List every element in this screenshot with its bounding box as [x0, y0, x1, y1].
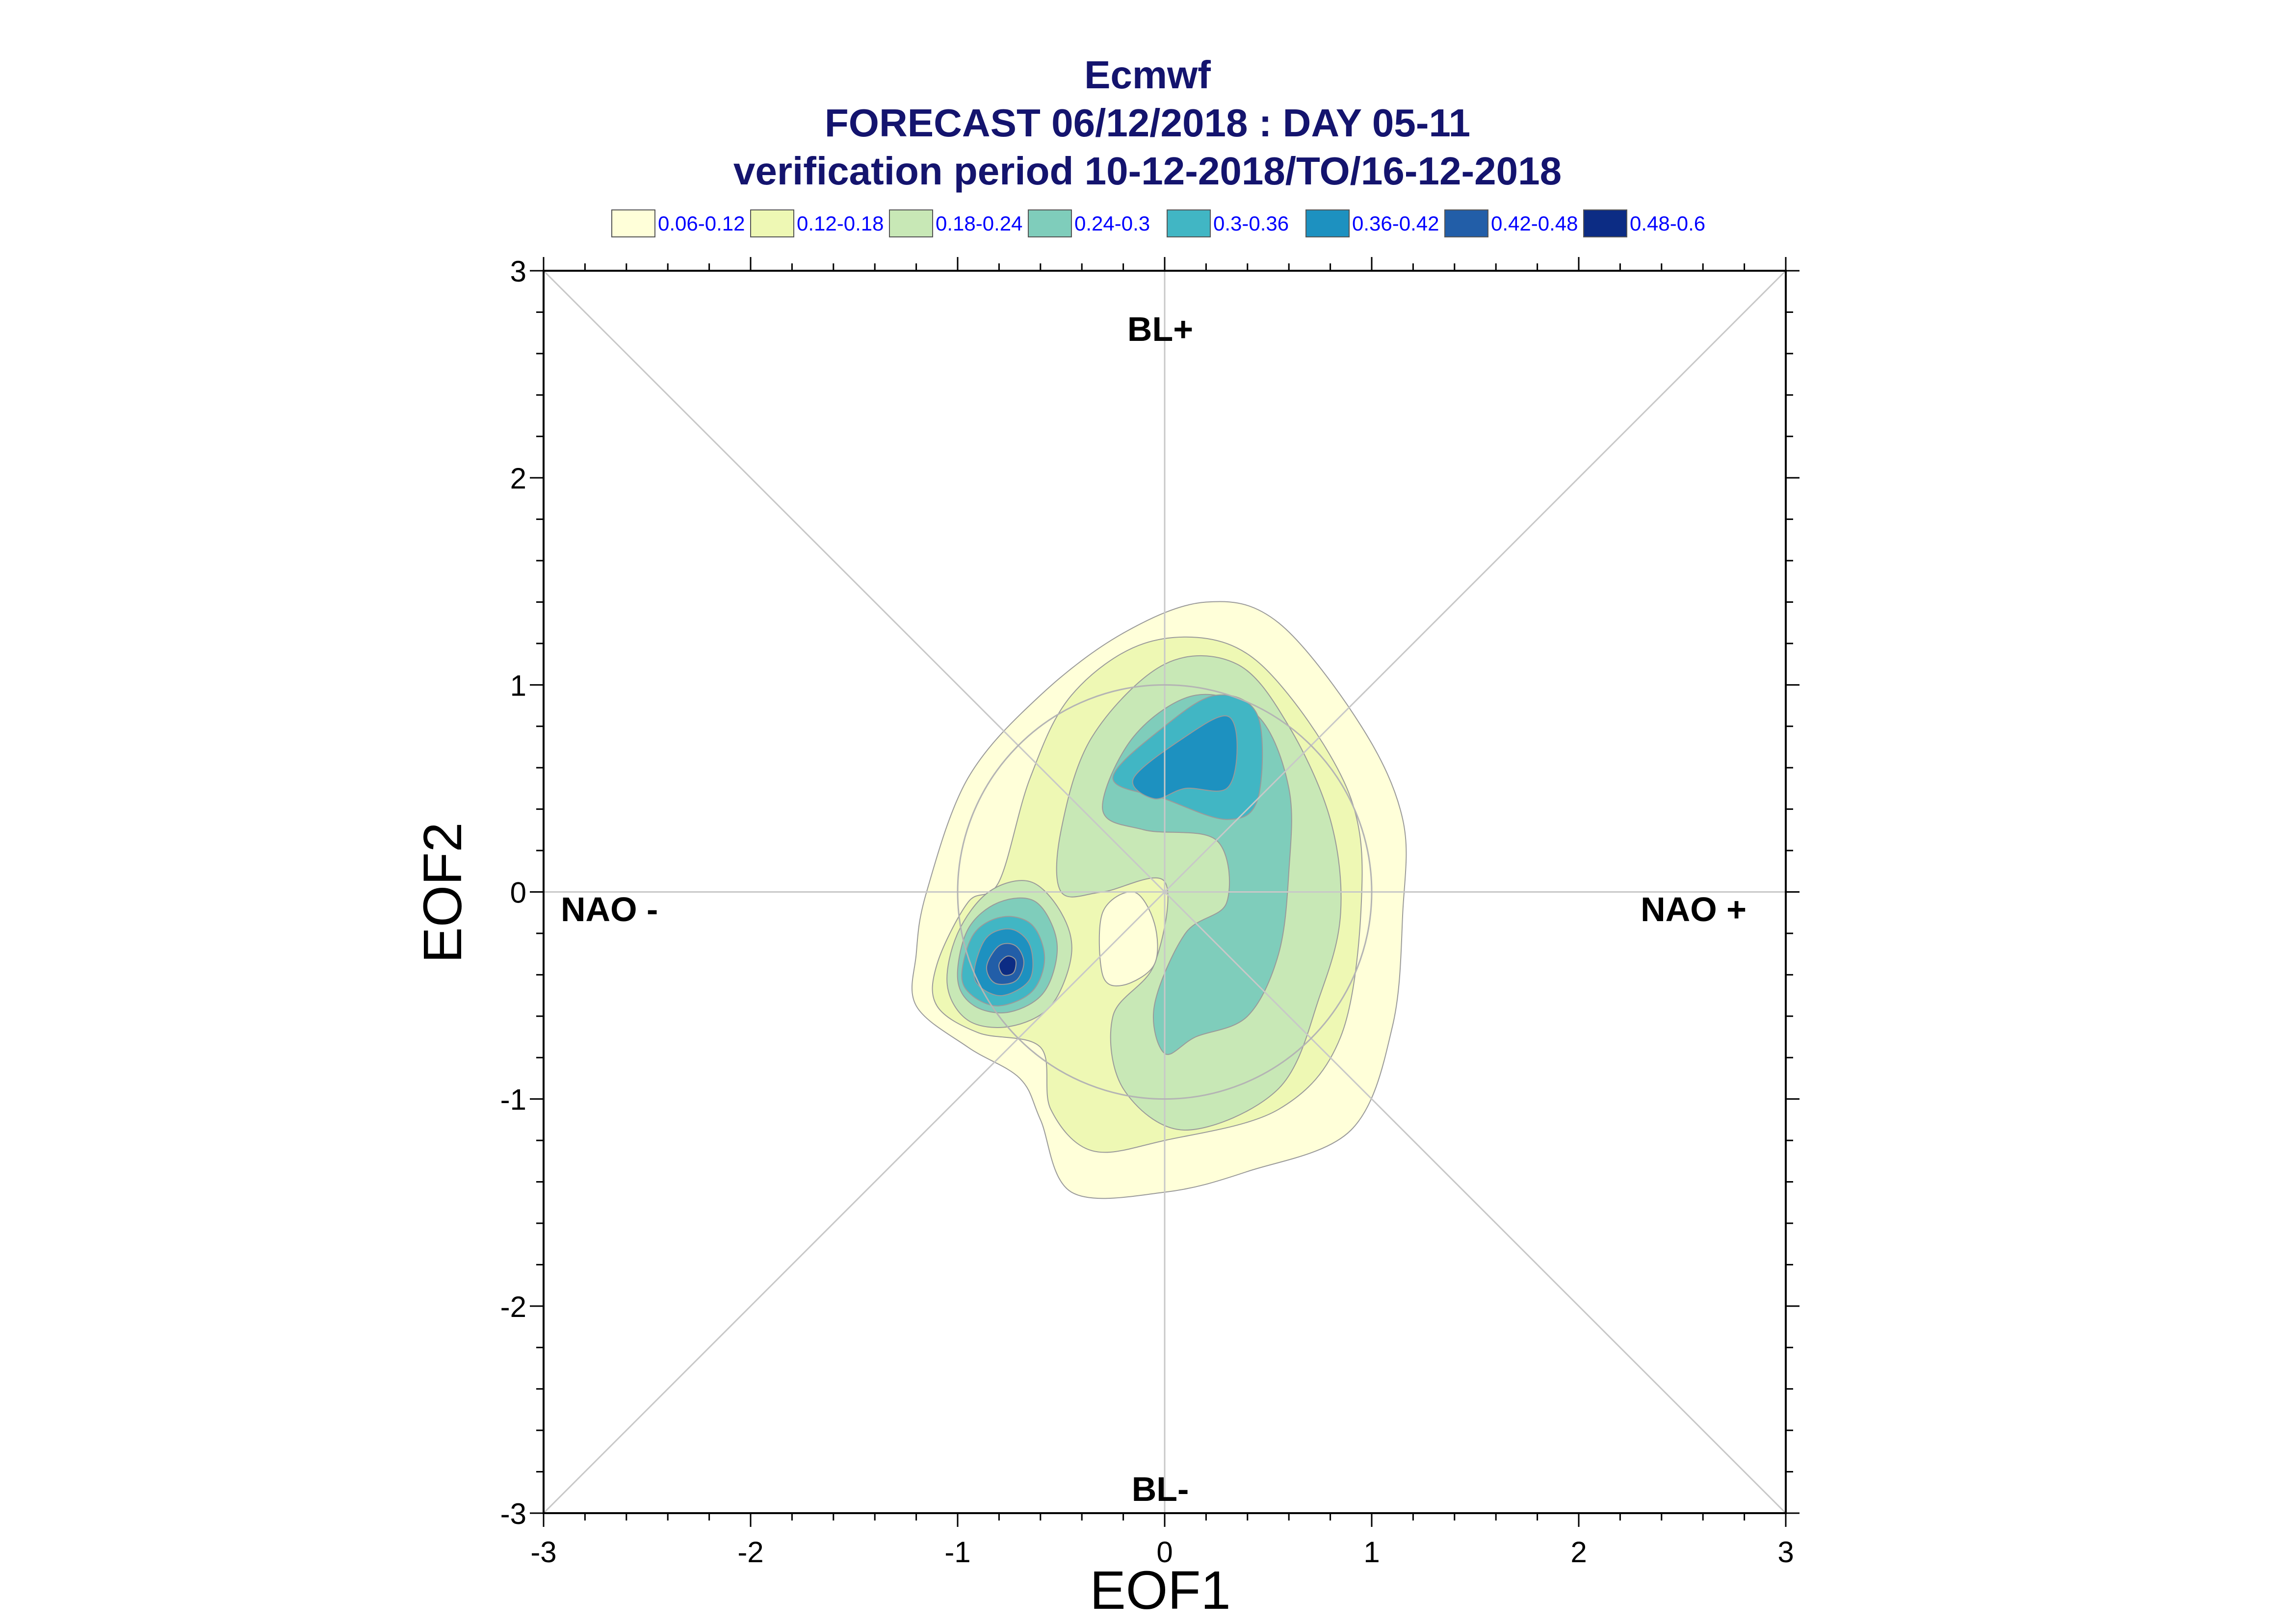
density-contours: [911, 601, 1407, 1199]
y-axis-title: EOF2: [413, 822, 473, 963]
legend-label: 0.48-0.6: [1630, 212, 1705, 235]
x-tick-label: 0: [1156, 1536, 1173, 1569]
x-tick-label: 3: [1777, 1536, 1794, 1569]
regime-label-right: NAO +: [1641, 890, 1747, 928]
regime-label-left: NAO -: [561, 890, 658, 928]
regime-label-bottom: BL-: [1132, 1470, 1189, 1508]
x-tick-label: 2: [1570, 1536, 1587, 1569]
y-tick-label: -1: [500, 1083, 526, 1116]
legend-swatch: [1305, 209, 1350, 237]
legend-label: 0.36-0.42: [1352, 212, 1439, 235]
legend-label: 0.24-0.3: [1074, 212, 1150, 235]
x-tick-label: -2: [737, 1536, 763, 1569]
contour-0.36-0.42: [1132, 715, 1238, 799]
legend-swatch: [1028, 209, 1072, 237]
chart-title-line-1: Ecmwf: [1084, 53, 1211, 97]
chart-title-line-3: verification period 10-12-2018/TO/16-12-…: [733, 149, 1562, 193]
y-tick-label: 2: [510, 462, 526, 495]
x-tick-label: 1: [1363, 1536, 1380, 1569]
x-tick-label: -3: [530, 1536, 556, 1569]
y-tick-label: -3: [500, 1497, 526, 1530]
guide-lines: [543, 270, 1787, 1514]
legend-label: 0.12-0.18: [797, 212, 884, 235]
legend: 0.06-0.12 0.12-0.18 0.18-0.24 0.24-0.3 0.3-0…: [611, 209, 1705, 237]
legend-label: 0.06-0.12: [658, 212, 745, 235]
unit-circle: [957, 684, 1373, 1100]
legend-swatch: [1444, 209, 1488, 237]
plot-area: -3 -2 -1 0 1 2 3 -3 -2 -1 0 1 2 3: [500, 255, 1799, 1569]
legend-label: 0.18-0.24: [936, 212, 1022, 235]
x-axis-title: EOF1: [1090, 1560, 1230, 1621]
y-tick-label: -2: [500, 1290, 526, 1323]
regime-label-top: BL+: [1127, 310, 1193, 348]
axis-ticks: -3 -2 -1 0 1 2 3 -3 -2 -1 0 1 2 3: [500, 255, 1799, 1569]
y-tick-label: 1: [510, 669, 526, 702]
legend-swatch: [889, 209, 933, 237]
legend-swatch: [611, 209, 655, 237]
legend-swatch: [750, 209, 794, 237]
legend-label: 0.3-0.36: [1213, 212, 1289, 235]
contour-0.48-0.6: [998, 955, 1017, 976]
legend-label: 0.42-0.48: [1491, 212, 1578, 235]
y-tick-label: 3: [510, 255, 526, 288]
y-tick-label: 0: [510, 876, 526, 909]
legend-swatch: [1167, 209, 1211, 237]
contour-0.06-0.12: [1098, 891, 1158, 987]
legend-swatch: [1583, 209, 1627, 237]
x-tick-label: -1: [944, 1536, 970, 1569]
chart-title-line-2: FORECAST 06/12/2018 : DAY 05-11: [825, 101, 1470, 145]
